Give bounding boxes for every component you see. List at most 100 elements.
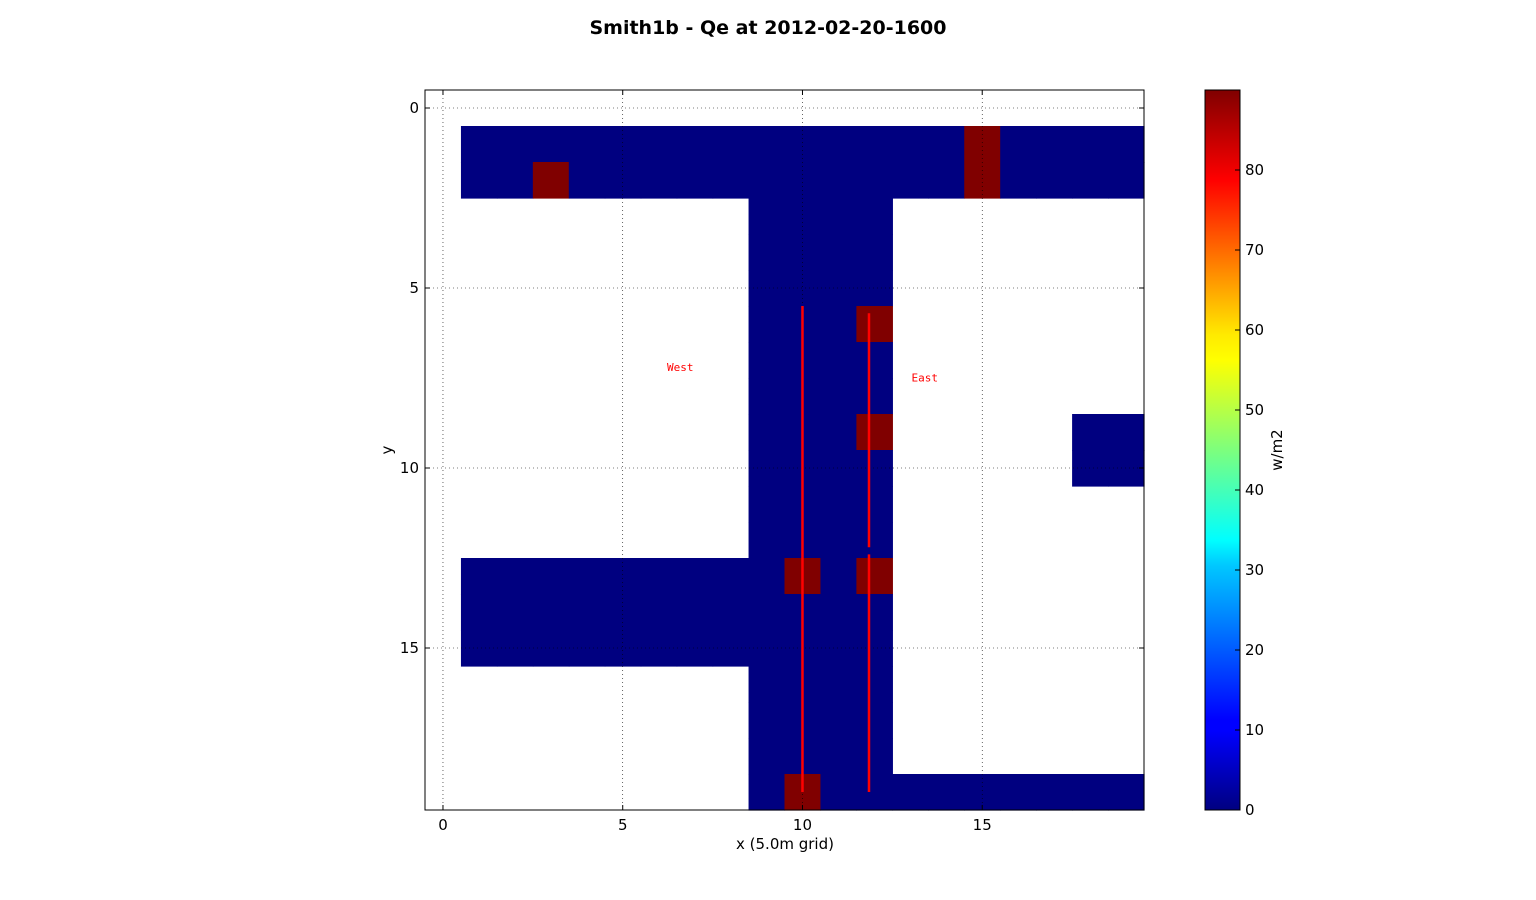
colorbar-tick-label: 0 <box>1245 801 1255 819</box>
chart-title: Smith1b - Qe at 2012-02-20-1600 <box>589 17 946 39</box>
heatmap-cell <box>676 594 714 631</box>
colorbar-ticks: 0 10 20 30 40 50 60 70 80 <box>1235 161 1264 819</box>
heatmap-cell <box>820 558 857 595</box>
heatmap-cell <box>496 594 534 631</box>
heatmap-cell <box>856 702 893 739</box>
heatmap-cell <box>1072 162 1109 199</box>
heatmap-cell <box>784 198 822 235</box>
x-tick-label: 0 <box>438 816 448 834</box>
heatmap-cell <box>964 126 1001 163</box>
heatmap-cell <box>748 522 786 559</box>
heatmap-cell <box>856 558 893 595</box>
heatmap-cell <box>748 558 786 595</box>
heatmap-cell <box>460 630 498 667</box>
heatmap-cell <box>820 666 857 703</box>
x-axis-ticks: 0 5 10 15 <box>438 90 992 834</box>
heatmap-cell <box>568 126 606 163</box>
heatmap-cell <box>856 342 893 379</box>
heatmap-cell <box>712 630 750 667</box>
heatmap-cell <box>1072 450 1109 487</box>
heatmap-cell <box>676 162 714 199</box>
heatmap-cell <box>568 630 606 667</box>
heatmap-cell <box>820 594 857 631</box>
heatmap-cell <box>568 594 606 631</box>
heatmap-cell <box>640 558 678 595</box>
colorbar-tick-label: 10 <box>1245 721 1264 739</box>
heatmap-cell <box>820 522 857 559</box>
heatmap-cell <box>748 378 786 415</box>
heatmap-cell <box>532 126 570 163</box>
heatmap-cell <box>496 126 534 163</box>
heatmap-cell <box>640 162 678 199</box>
heatmap-cell <box>568 162 606 199</box>
y-tick-label: 15 <box>400 639 419 657</box>
heatmap-cell <box>604 558 642 595</box>
heatmap-cell <box>820 414 857 451</box>
heatmap-cell <box>712 594 750 631</box>
y-axis-ticks: 0 5 10 15 <box>400 99 1144 657</box>
annotations: West East <box>667 361 938 385</box>
y-tick-label: 5 <box>409 279 419 297</box>
x-tick-label: 10 <box>793 816 812 834</box>
heatmap-cell <box>496 630 534 667</box>
heatmap-cell <box>1036 162 1073 199</box>
heatmap-cell <box>964 774 1001 811</box>
heatmap-cell <box>1072 774 1109 811</box>
x-tick-label: 5 <box>618 816 628 834</box>
y-axis-label: y <box>378 445 396 454</box>
annotation-west: West <box>667 361 694 374</box>
heatmap-cell <box>856 234 893 271</box>
heatmap-cell <box>892 126 929 163</box>
heatmap-cell <box>856 270 893 307</box>
heatmap-cell <box>820 702 857 739</box>
heatmap-cell <box>964 162 1001 199</box>
heatmap-cell <box>604 630 642 667</box>
heatmap-cell <box>1000 162 1037 199</box>
heatmap-cell <box>820 306 857 343</box>
heatmap-cell <box>856 306 893 343</box>
heatmap-cell <box>928 126 965 163</box>
heatmap-cell <box>820 198 857 235</box>
heatmap-cell <box>712 126 750 163</box>
heatmap-cell <box>532 594 570 631</box>
heatmap-cell <box>748 486 786 523</box>
colorbar-tick-label: 40 <box>1245 481 1264 499</box>
heatmap-cell <box>748 630 786 667</box>
heatmap-cell <box>640 630 678 667</box>
colorbar-tick-label: 20 <box>1245 641 1264 659</box>
heatmap-cell <box>820 774 857 811</box>
heatmap-cell <box>748 450 786 487</box>
colorbar-tick-label: 70 <box>1245 241 1264 259</box>
heatmap-cell <box>856 414 893 451</box>
heatmap-cell <box>748 342 786 379</box>
heatmap-cell <box>856 738 893 775</box>
colorbar-tick-label: 60 <box>1245 321 1264 339</box>
heatmap-cell <box>856 198 893 235</box>
overlay-lines <box>801 306 871 792</box>
colorbar-tick-label: 50 <box>1245 401 1264 419</box>
heatmap-cell <box>496 162 534 199</box>
heatmap-cell <box>676 126 714 163</box>
heatmap-cell <box>820 342 857 379</box>
heatmap-cell <box>460 162 498 199</box>
heatmap-cell <box>568 558 606 595</box>
heatmap-cell <box>1108 126 1145 163</box>
heatmap-cell <box>1072 126 1109 163</box>
heatmap-cell <box>820 486 857 523</box>
heatmap-cell <box>676 630 714 667</box>
heatmap-cell <box>1036 126 1073 163</box>
plot-frame <box>424 89 1145 811</box>
x-tick-label: 15 <box>973 816 992 834</box>
heatmap-cell <box>748 234 786 271</box>
y-tick-label: 0 <box>409 99 419 117</box>
heatmap-cell <box>1000 774 1037 811</box>
heatmap-cell <box>856 450 893 487</box>
heatmap-cell <box>748 702 786 739</box>
heatmap-cell <box>712 162 750 199</box>
heatmap-cell <box>1108 162 1145 199</box>
heatmap-cell <box>784 234 822 271</box>
heatmap-cell <box>748 774 786 811</box>
heatmap-cell <box>532 162 570 199</box>
heatmap-cell <box>1108 450 1145 487</box>
heatmap-cell <box>748 738 786 775</box>
